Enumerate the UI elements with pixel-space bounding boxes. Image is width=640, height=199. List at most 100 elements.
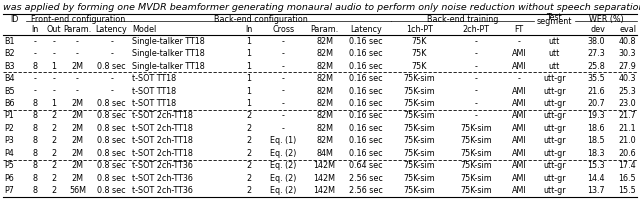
Text: AMI: AMI — [512, 49, 527, 58]
Text: -: - — [475, 49, 477, 58]
Text: AMI: AMI — [512, 124, 527, 133]
Text: B1: B1 — [4, 37, 15, 46]
Text: -: - — [282, 49, 285, 58]
Text: utt: utt — [548, 62, 560, 71]
Text: Eq. (1): Eq. (1) — [270, 137, 296, 145]
Text: -: - — [282, 99, 285, 108]
Text: t-SOT 2ch-TT18: t-SOT 2ch-TT18 — [132, 137, 193, 145]
Text: Param.: Param. — [63, 25, 92, 34]
Text: 19.3: 19.3 — [588, 111, 605, 121]
Text: 0.8 sec: 0.8 sec — [97, 124, 126, 133]
Text: 2: 2 — [51, 186, 56, 195]
Text: -: - — [52, 87, 55, 96]
Text: 1: 1 — [51, 99, 56, 108]
Text: 0.8 sec: 0.8 sec — [97, 174, 126, 183]
Text: 75K-sim: 75K-sim — [403, 137, 435, 145]
Text: 1: 1 — [246, 74, 252, 83]
Text: 2: 2 — [51, 137, 56, 145]
Text: utt-gr: utt-gr — [543, 137, 566, 145]
Text: utt-gr: utt-gr — [543, 186, 566, 195]
Text: 0.8 sec: 0.8 sec — [97, 99, 126, 108]
Text: -: - — [34, 74, 36, 83]
Text: P3: P3 — [4, 137, 13, 145]
Text: 75K-sim: 75K-sim — [403, 186, 435, 195]
Text: t-SOT TT18: t-SOT TT18 — [132, 99, 177, 108]
Text: 13.7: 13.7 — [588, 186, 605, 195]
Text: 1ch-PT: 1ch-PT — [406, 25, 433, 34]
Text: -: - — [282, 87, 285, 96]
Text: 0.8 sec: 0.8 sec — [97, 186, 126, 195]
Text: was applied by forming one MVDR beamformer generating monaural audio to perform : was applied by forming one MVDR beamform… — [3, 3, 640, 12]
Text: 75K-sim: 75K-sim — [460, 149, 492, 158]
Text: 82M: 82M — [316, 124, 333, 133]
Text: 8: 8 — [33, 99, 38, 108]
Text: segment: segment — [536, 18, 572, 26]
Text: t-SOT 2ch-TT18: t-SOT 2ch-TT18 — [132, 124, 193, 133]
Text: 8: 8 — [33, 149, 38, 158]
Text: 23.0: 23.0 — [618, 99, 636, 108]
Text: 21.1: 21.1 — [618, 124, 636, 133]
Text: 2M: 2M — [72, 62, 83, 71]
Text: 1: 1 — [246, 62, 252, 71]
Text: 14.4: 14.4 — [588, 174, 605, 183]
Text: 82M: 82M — [316, 99, 333, 108]
Text: AMI: AMI — [512, 174, 527, 183]
Text: 2: 2 — [246, 137, 252, 145]
Text: 20.6: 20.6 — [618, 149, 636, 158]
Text: t-SOT TT18: t-SOT TT18 — [132, 87, 177, 96]
Text: Eq. (2): Eq. (2) — [270, 149, 296, 158]
Text: B3: B3 — [4, 62, 15, 71]
Text: 0.16 sec: 0.16 sec — [349, 99, 383, 108]
Text: 2M: 2M — [72, 161, 83, 170]
Text: Eq. (2): Eq. (2) — [270, 186, 296, 195]
Text: 21.0: 21.0 — [618, 137, 636, 145]
Text: 1: 1 — [246, 37, 252, 46]
Text: In: In — [246, 25, 253, 34]
Text: utt-gr: utt-gr — [543, 74, 566, 83]
Text: 0.16 sec: 0.16 sec — [349, 74, 383, 83]
Text: 75K: 75K — [412, 62, 427, 71]
Text: -: - — [34, 37, 36, 46]
Text: 18.3: 18.3 — [588, 149, 605, 158]
Text: 75K-sim: 75K-sim — [460, 186, 492, 195]
Text: -: - — [475, 87, 477, 96]
Text: 75K-sim: 75K-sim — [403, 111, 435, 121]
Text: 142M: 142M — [314, 186, 335, 195]
Text: 75K-sim: 75K-sim — [403, 174, 435, 183]
Text: 0.8 sec: 0.8 sec — [97, 62, 126, 71]
Text: 0.16 sec: 0.16 sec — [349, 62, 383, 71]
Text: 2ch-PT: 2ch-PT — [463, 25, 490, 34]
Text: Latency: Latency — [96, 25, 127, 34]
Text: utt-gr: utt-gr — [543, 161, 566, 170]
Text: AMI: AMI — [512, 161, 527, 170]
Text: utt-gr: utt-gr — [543, 149, 566, 158]
Text: 40.3: 40.3 — [618, 74, 636, 83]
Text: Eq. (2): Eq. (2) — [270, 174, 296, 183]
Text: -: - — [76, 37, 79, 46]
Text: 18.5: 18.5 — [588, 137, 605, 145]
Text: utt-gr: utt-gr — [543, 87, 566, 96]
Text: -: - — [475, 37, 477, 46]
Text: -: - — [34, 49, 36, 58]
Text: 8: 8 — [33, 124, 38, 133]
Text: 0.64 sec: 0.64 sec — [349, 161, 383, 170]
Text: -: - — [110, 74, 113, 83]
Text: 21.6: 21.6 — [588, 87, 605, 96]
Text: 2M: 2M — [72, 124, 83, 133]
Text: utt: utt — [548, 49, 560, 58]
Text: 0.16 sec: 0.16 sec — [349, 37, 383, 46]
Text: P6: P6 — [4, 174, 13, 183]
Text: 2: 2 — [51, 149, 56, 158]
Text: P7: P7 — [4, 186, 14, 195]
Text: -: - — [52, 74, 55, 83]
Text: 75K-sim: 75K-sim — [460, 174, 492, 183]
Text: t-SOT 2ch-TT36: t-SOT 2ch-TT36 — [132, 174, 193, 183]
Text: 0.8 sec: 0.8 sec — [97, 111, 126, 121]
Text: 0.16 sec: 0.16 sec — [349, 149, 383, 158]
Text: 21.7: 21.7 — [618, 111, 636, 121]
Text: P1: P1 — [4, 111, 13, 121]
Text: 25.3: 25.3 — [618, 87, 636, 96]
Text: 82M: 82M — [316, 62, 333, 71]
Text: 2: 2 — [246, 149, 252, 158]
Text: 8: 8 — [33, 174, 38, 183]
